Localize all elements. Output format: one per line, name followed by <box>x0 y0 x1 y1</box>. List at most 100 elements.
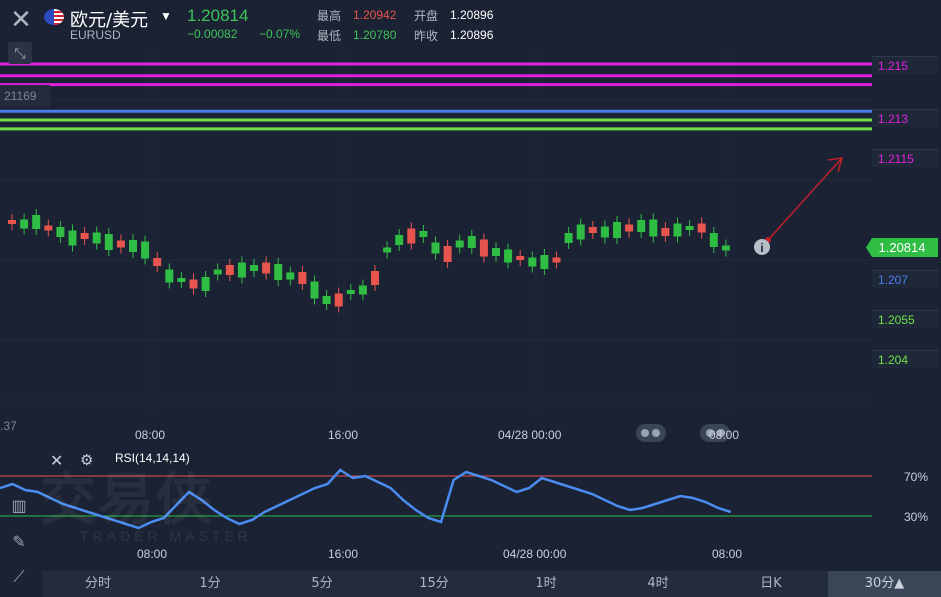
candle-body <box>334 293 343 307</box>
tab-15min[interactable]: 15分 <box>419 576 449 591</box>
prev-close-value: 1.20896 <box>450 28 494 42</box>
time-label: 08:00 <box>135 428 166 442</box>
candle-body <box>721 245 730 251</box>
current-price-tag: 1.20814 <box>866 238 938 257</box>
prev-close-label: 昨收 <box>414 29 439 43</box>
candle-body <box>431 242 440 254</box>
candle-body <box>322 296 331 304</box>
candle-body <box>141 241 150 259</box>
close-indicator-icon[interactable]: ✕ <box>50 453 64 470</box>
time-label: 16:00 <box>328 428 359 442</box>
candle-body <box>455 240 464 248</box>
candle-body <box>80 233 89 239</box>
candle-body <box>637 220 646 232</box>
candle-body <box>298 272 307 284</box>
tab-4hour[interactable]: 4时 <box>647 576 669 591</box>
candle-body <box>576 224 585 240</box>
price-change-pct: −0.07% <box>259 27 301 41</box>
rsi-time-label: 16:00 <box>328 547 359 561</box>
candle-body <box>189 279 198 289</box>
rsi-lower-label: 30% <box>904 510 929 524</box>
candle-body <box>262 262 271 274</box>
time-label: 08:00 <box>709 428 740 442</box>
tab-daily[interactable]: 日K <box>760 576 782 591</box>
candle-body <box>274 264 283 280</box>
candle-body <box>685 226 694 230</box>
collapse-icon[interactable]: ⤡ <box>8 42 32 64</box>
open-value: 1.20896 <box>450 8 494 22</box>
rsi-line <box>0 468 732 530</box>
candle-body <box>540 255 549 269</box>
tab-timeshare[interactable]: 分时 <box>84 576 111 591</box>
candle-body <box>177 278 186 282</box>
svg-text:i: i <box>760 241 763 255</box>
candle-body <box>346 290 355 294</box>
candle-body <box>8 220 16 224</box>
tab-1min[interactable]: 1分 <box>199 576 221 591</box>
candle-body <box>467 236 476 248</box>
trend-arrow <box>767 157 843 241</box>
rsi-label: RSI(14,14,14) <box>115 451 190 465</box>
scroll-dots-left[interactable] <box>636 424 666 442</box>
candle-body <box>407 228 416 244</box>
symbol-title[interactable]: 欧元/美元 <box>70 10 149 31</box>
candle-body <box>673 223 682 237</box>
info-icon[interactable]: i <box>754 239 770 255</box>
left-partial-label-2: .37 <box>0 419 17 433</box>
candle-body <box>552 257 561 263</box>
candle-body <box>625 224 634 232</box>
rsi-upper-label: 70% <box>904 470 929 484</box>
price-chart[interactable]: i <box>0 0 941 570</box>
candle-body <box>419 231 428 237</box>
candle-body <box>516 256 525 260</box>
high-label: 最高 <box>317 9 342 23</box>
candle-body <box>310 281 319 299</box>
candle-body <box>661 228 670 236</box>
timeframe-bar <box>42 571 941 597</box>
candle-body <box>104 234 113 250</box>
candle-body <box>383 247 392 253</box>
candle-body <box>56 227 65 237</box>
candle-body <box>165 269 174 283</box>
candle-body <box>395 235 404 245</box>
low-label: 最低 <box>317 29 342 43</box>
rsi-time-label: 08:00 <box>137 547 168 561</box>
candle-body <box>116 240 125 248</box>
candle-body <box>32 215 41 229</box>
candle-body <box>20 219 29 229</box>
scroll-dots-right[interactable] <box>700 424 730 442</box>
close-icon[interactable]: ✕ <box>10 4 32 34</box>
candle-body <box>504 249 513 263</box>
tab-1hour[interactable]: 1时 <box>535 576 557 591</box>
candle-body <box>649 219 658 237</box>
trend-tool-icon[interactable]: ⟋ <box>13 569 25 586</box>
candle-body <box>371 271 379 285</box>
indicator-settings-icon[interactable]: ⚙ <box>80 452 94 469</box>
level-price-tag: 1.213 <box>872 109 938 127</box>
candle-body <box>600 226 609 238</box>
indicator-tool-icon[interactable]: ▥ <box>11 498 27 515</box>
level-price-tag: 1.215 <box>872 56 938 74</box>
candle-body <box>492 248 500 256</box>
candle-body <box>225 265 234 275</box>
level-price-tag: 1.2115 <box>872 149 938 167</box>
candle-body <box>213 269 222 275</box>
candle-body <box>237 262 246 278</box>
open-label: 开盘 <box>414 9 439 23</box>
candle-body <box>201 277 210 291</box>
candle-body <box>250 265 258 271</box>
price-change: −0.00082 <box>187 27 238 41</box>
tab-5min[interactable]: 5分 <box>311 576 333 591</box>
candle-body <box>286 272 295 280</box>
rsi-time-label: 08:00 <box>712 547 743 561</box>
eu-us-flag-icon <box>44 9 64 25</box>
symbol-dropdown-caret-icon[interactable]: ▼ <box>160 9 172 23</box>
candle-body <box>153 258 162 266</box>
level-price-tag: 1.2055 <box>872 310 938 328</box>
candle-body <box>479 239 488 257</box>
draw-pen-icon[interactable]: ✎ <box>12 534 26 551</box>
watermark-logo: 交易侠 <box>40 468 214 533</box>
last-price: 1.20814 <box>187 6 249 25</box>
candle-body <box>709 233 718 247</box>
tab-30min-dropdown[interactable]: 30分▲ <box>828 571 941 597</box>
